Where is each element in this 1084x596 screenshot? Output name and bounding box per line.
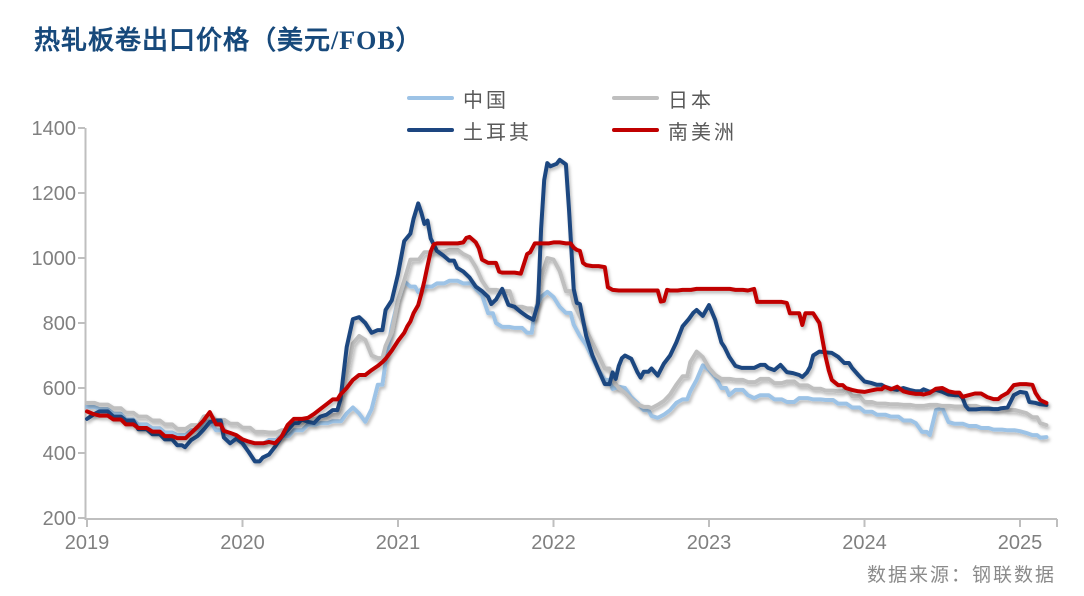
data-source-note: 数据来源：钢联数据 [866, 565, 1056, 586]
japan-line [85, 247, 1049, 435]
legend-label-china: 中国 [463, 89, 509, 112]
x-tick-label: 2023 [687, 532, 732, 554]
legend-item-china: 中国 [407, 84, 612, 112]
x-tick-label: 2020 [220, 532, 265, 554]
legend-label-japan: 日本 [668, 89, 714, 112]
x-tick-label: 2022 [531, 532, 576, 554]
legend-label-turkey: 土耳其 [463, 121, 532, 144]
legend-item-japan: 日本 [612, 84, 737, 112]
chart-title: 热轧板卷出口价格（美元/FOB） [34, 26, 423, 55]
chart-legend: 中国 日本 土耳其 南美洲 [407, 84, 737, 144]
south-america-line [85, 234, 1049, 446]
y-tick-label: 800 [43, 313, 76, 335]
japan-line-swatch [612, 96, 659, 100]
x-tick-label: 2019 [65, 532, 110, 554]
y-tick-label: 200 [43, 508, 76, 530]
axes: 200 400 600 800 1000 1200 1400 2019 2020 2021 2022… [32, 118, 1058, 554]
axis-lines [84, 128, 1057, 520]
x-tick-label: 2021 [376, 532, 421, 554]
turkey-line-swatch [407, 128, 454, 132]
legend-item-south-america: 南美洲 [612, 116, 737, 144]
y-tick-label: 400 [43, 443, 76, 465]
series-lines [85, 157, 1049, 464]
china-line [85, 278, 1049, 446]
y-tick-label: 1000 [32, 248, 77, 270]
legend-label-south-america: 南美洲 [668, 121, 737, 144]
x-tick-label: 2025 [998, 532, 1043, 554]
y-tick-label: 1200 [32, 183, 77, 205]
y-tick-label: 600 [43, 378, 76, 400]
turkey-line [85, 157, 1049, 464]
china-line-swatch [407, 96, 454, 100]
x-tick-label: 2024 [842, 532, 887, 554]
south-america-line-swatch [612, 128, 659, 132]
y-tick-label: 1400 [32, 118, 77, 140]
legend-item-turkey: 土耳其 [407, 116, 612, 144]
